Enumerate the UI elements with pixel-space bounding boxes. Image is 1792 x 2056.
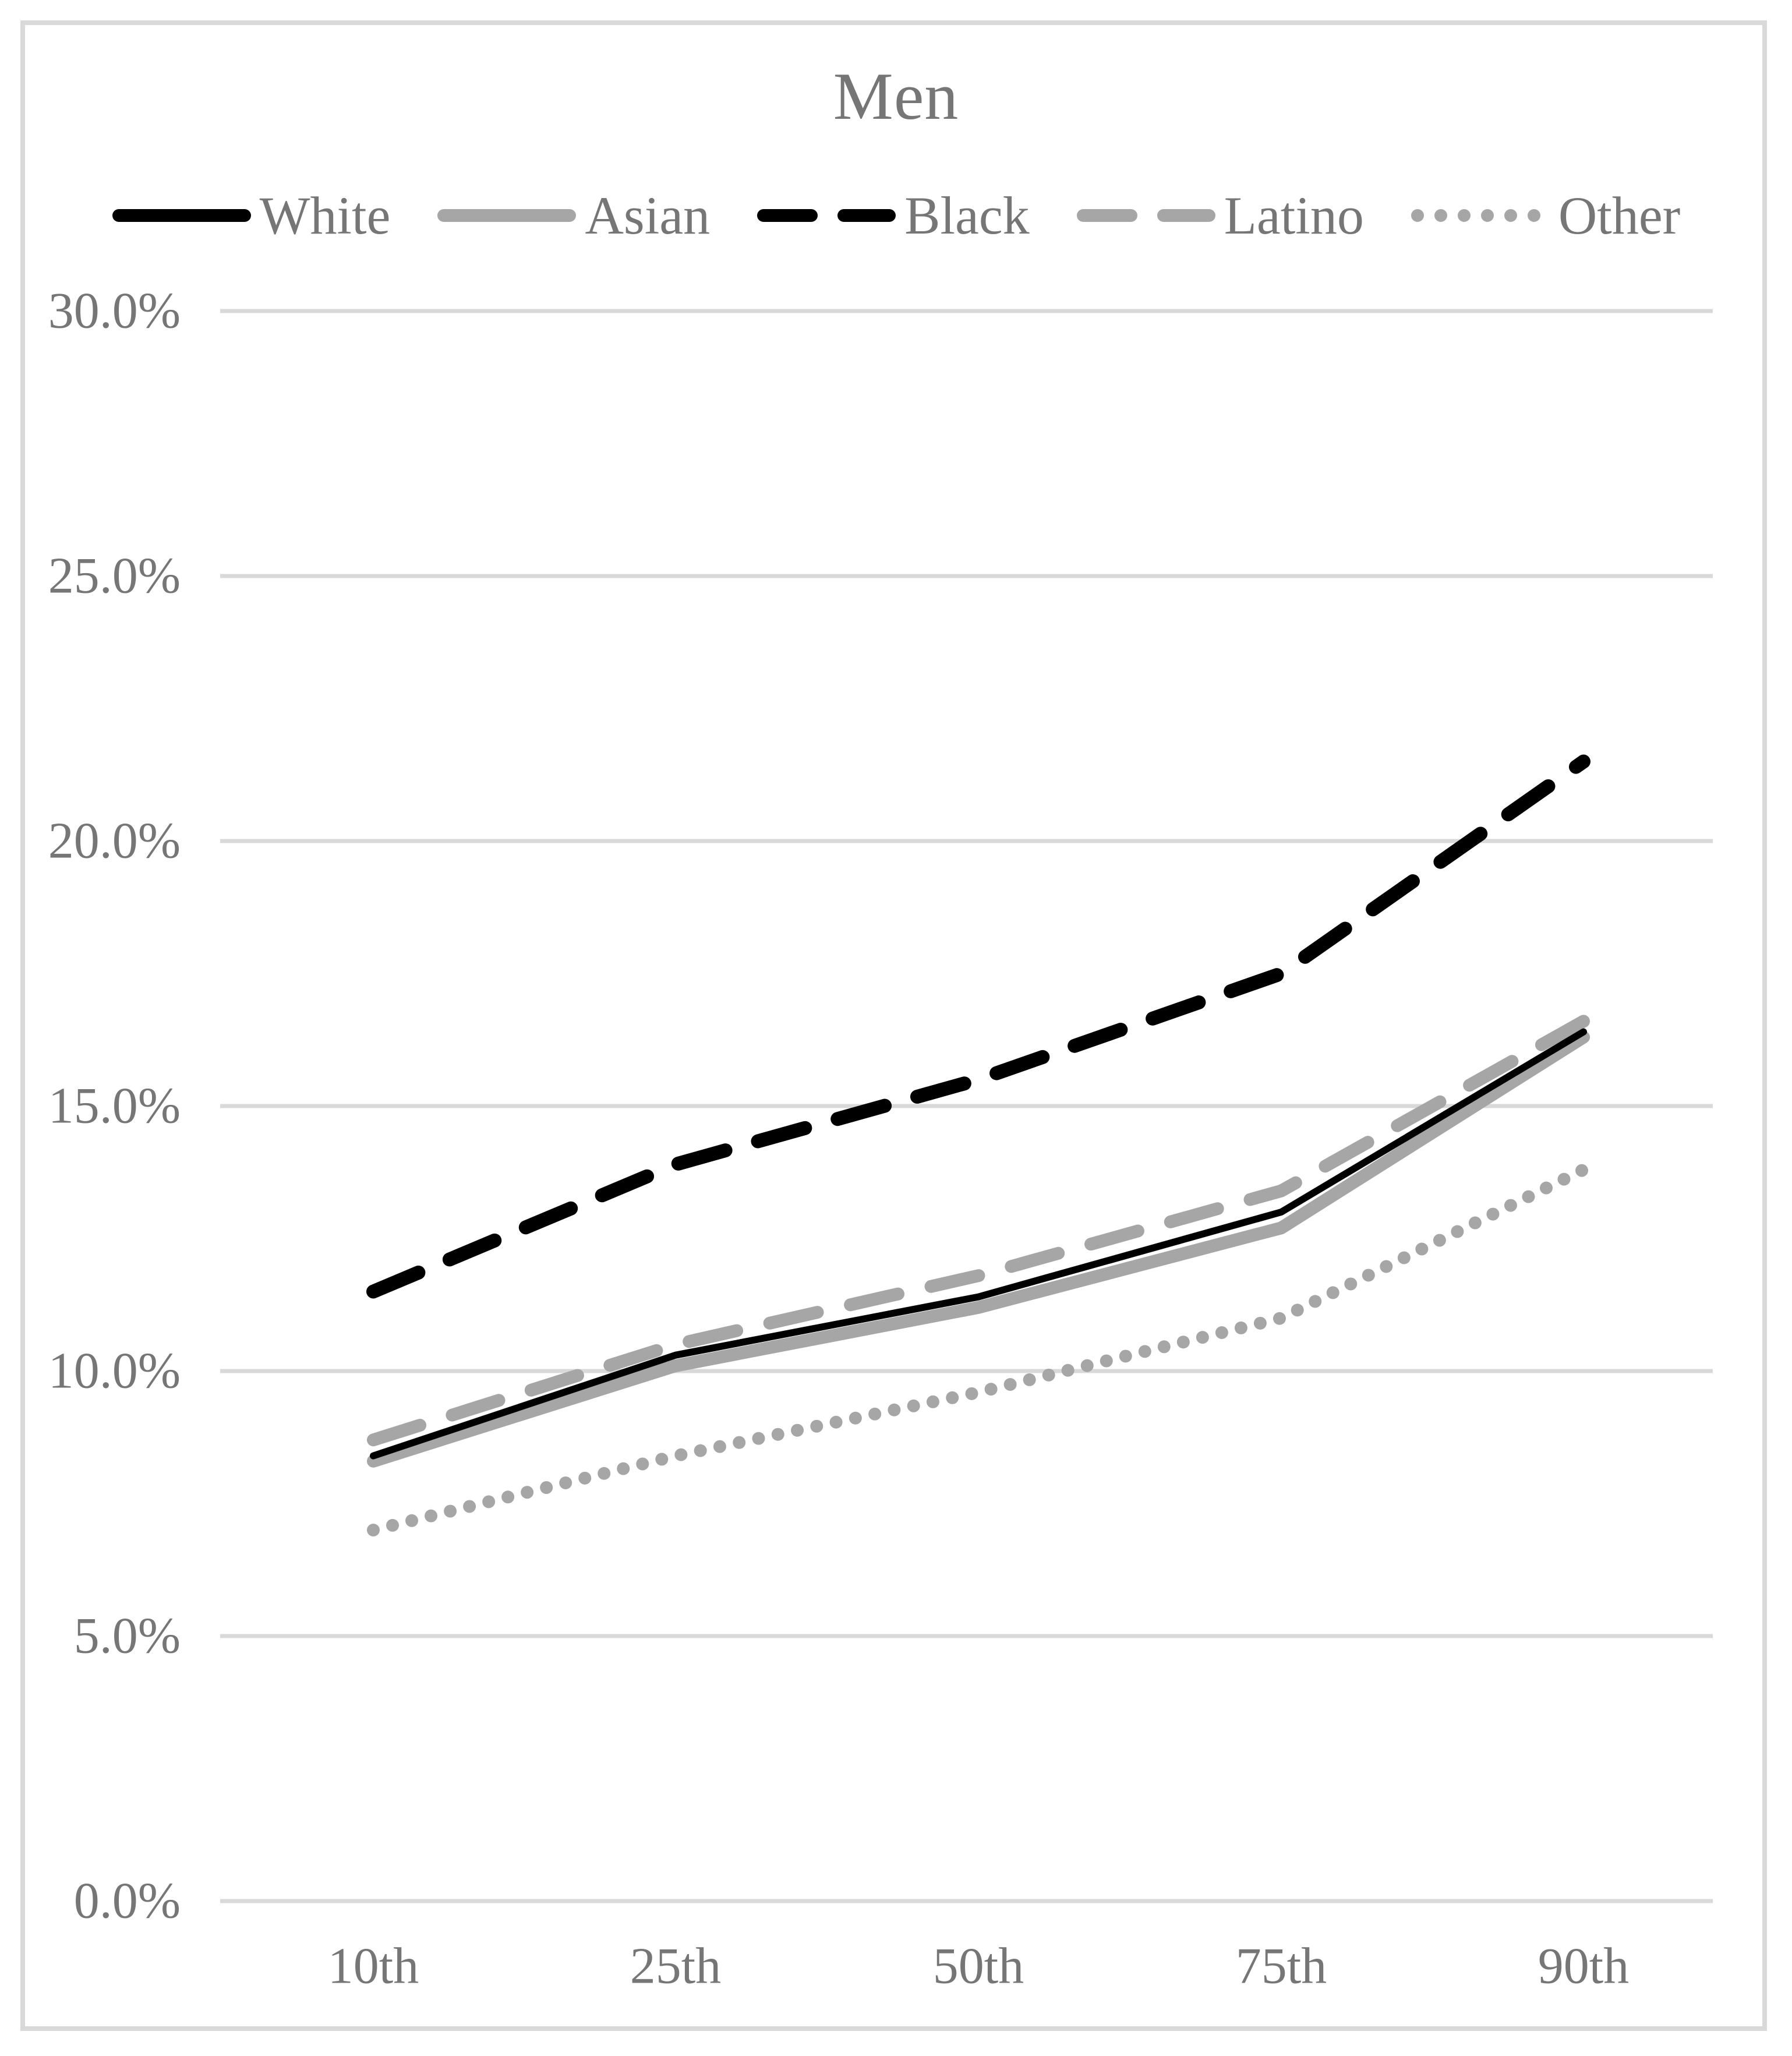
legend-label: White bbox=[259, 186, 391, 245]
y-axis-tick-label: 15.0% bbox=[48, 1078, 181, 1135]
y-axis-tick-label: 30.0% bbox=[48, 283, 181, 340]
y-axis-tick-label: 10.0% bbox=[48, 1343, 181, 1400]
legend-swatch-other-line bbox=[1411, 209, 1550, 222]
series-line-asian bbox=[367, 1030, 1590, 1468]
y-axis-labels-group: 0.0% 5.0% 10.0% 15.0% 20.0% 25.0% 30.0% bbox=[48, 283, 181, 1930]
legend-label: Black bbox=[904, 186, 1030, 245]
x-axis-tick-label-10th: 10th bbox=[328, 1938, 419, 1995]
series-line-white bbox=[370, 1028, 1587, 1460]
gridlines-group bbox=[220, 309, 1713, 1903]
x-axis-tick-label-90th: 90th bbox=[1538, 1938, 1629, 1995]
legend-item-black: Black bbox=[757, 188, 1030, 244]
chart-title: Men bbox=[833, 59, 959, 134]
legend-item-other: Other bbox=[1411, 188, 1680, 244]
legend-item-latino: Latino bbox=[1076, 188, 1364, 244]
legend-swatch-white-line bbox=[112, 209, 251, 222]
series-line-latino bbox=[367, 1015, 1590, 1447]
legend-swatch-black-line bbox=[757, 209, 896, 222]
chart-frame-border bbox=[20, 20, 1767, 2031]
legend-label: Asian bbox=[585, 186, 711, 245]
x-axis-tick-label-25th: 25th bbox=[630, 1938, 721, 1995]
legend-label: Latino bbox=[1224, 186, 1364, 245]
legend-swatch-asian-line bbox=[437, 209, 577, 222]
legend: White Asian Black Latino Other bbox=[0, 188, 1792, 244]
legend-item-asian: Asian bbox=[437, 188, 710, 244]
series-line-black bbox=[366, 754, 1590, 1299]
y-axis-tick-label: 20.0% bbox=[48, 813, 181, 870]
legend-swatch-latino-line bbox=[1076, 209, 1215, 222]
series-lines-group bbox=[366, 754, 1590, 1536]
y-axis-tick-label: 25.0% bbox=[48, 548, 181, 605]
series-line-other bbox=[367, 1163, 1590, 1536]
x-axis-tick-label-50th: 50th bbox=[933, 1938, 1024, 1995]
y-axis-tick-label: 0.0% bbox=[74, 1873, 181, 1930]
y-axis-tick-label: 5.0% bbox=[74, 1608, 181, 1665]
legend-item-white: White bbox=[112, 186, 391, 245]
x-axis-labels-group: 10th 25th 50th 75th 90th bbox=[328, 1938, 1629, 1995]
x-axis-tick-label-75th: 75th bbox=[1236, 1938, 1327, 1995]
legend-label: Other bbox=[1558, 186, 1681, 245]
